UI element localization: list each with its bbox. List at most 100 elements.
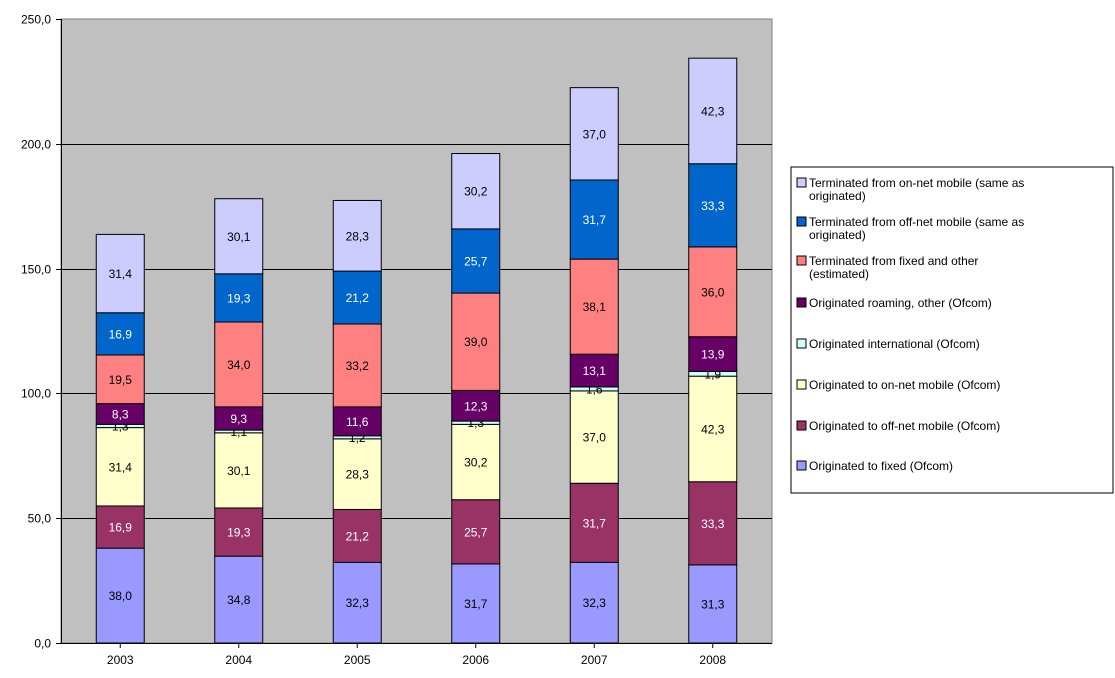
legend-label-line: Originated international (Ofcom): [809, 337, 980, 351]
legend-label: Originated to off-net mobile (Ofcom): [809, 419, 1000, 433]
legend-swatch: [796, 460, 807, 471]
data-label: 32,3: [346, 596, 370, 610]
bar-segment: [688, 57, 738, 165]
data-label: 31,7: [583, 213, 607, 227]
data-label: 12,3: [464, 399, 488, 413]
bar-segment: [95, 547, 145, 644]
x-tick-label: 2007: [581, 653, 608, 667]
bar-segment: [332, 406, 382, 437]
legend-label: Terminated from off-net mobile (same as o…: [809, 215, 1024, 242]
data-label: 30,2: [464, 456, 488, 470]
bar-segment: [332, 270, 382, 325]
legend-label-line: Terminated from on-net mobile (same as: [809, 176, 1024, 190]
bar-segment: [451, 153, 501, 230]
legend-label: Originated international (Ofcom): [809, 337, 980, 351]
data-label: 31,4: [109, 460, 133, 474]
x-tick-label: 2003: [107, 653, 134, 667]
data-label: 28,3: [346, 468, 370, 482]
data-label: 38,1: [583, 300, 607, 314]
y-tick-label: 150,0: [21, 263, 51, 277]
bar-segment: [214, 432, 264, 509]
legend-label: Terminated from fixed and other (estimate…: [809, 254, 978, 281]
x-tick-label: 2008: [699, 653, 726, 667]
data-label: 19,5: [109, 373, 133, 387]
data-label: 33,2: [346, 359, 370, 373]
legend-label-line: Originated to fixed (Ofcom): [809, 459, 953, 473]
x-tick-label: 2005: [344, 653, 371, 667]
data-label: 25,7: [464, 525, 488, 539]
legend-label: Terminated from on-net mobile (same as or…: [809, 176, 1024, 203]
legend-swatch: [796, 420, 807, 431]
bar-segment: [95, 312, 145, 356]
data-label: 30,2: [464, 185, 488, 199]
legend-label-line: (estimated): [809, 267, 869, 281]
y-tick-label: 200,0: [21, 138, 51, 152]
bar-segment: [332, 508, 382, 563]
data-label: 11,6: [346, 415, 369, 429]
y-tick-label: 100,0: [21, 387, 51, 401]
legend-swatch: [796, 255, 807, 266]
data-label: 21,2: [346, 529, 370, 543]
legend-label: Originated roaming, other (Ofcom): [809, 296, 992, 310]
data-label: 8,3: [112, 407, 129, 421]
legend-swatch: [796, 338, 807, 349]
data-label: 34,0: [227, 358, 251, 372]
bar-segment: [451, 423, 501, 501]
data-label: 13,1: [583, 364, 607, 378]
data-label: 16,9: [109, 327, 133, 341]
bar-segment: [214, 321, 264, 408]
data-label: 33,3: [701, 517, 725, 531]
legend-label-line: Terminated from fixed and other: [809, 254, 978, 268]
data-label: 25,7: [464, 254, 488, 268]
data-label: 31,4: [109, 267, 133, 281]
legend-label-line: Terminated from off-net mobile (same as: [809, 215, 1024, 229]
data-label: 32,3: [583, 596, 607, 610]
bar-segment: [688, 246, 738, 338]
legend-label-line: Originated to on-net mobile (Ofcom): [809, 378, 1000, 392]
legend-box: [790, 166, 1114, 494]
data-label: 16,9: [109, 521, 133, 535]
data-label: 9,3: [230, 412, 247, 426]
bar-segment: [451, 389, 501, 422]
data-label: 39,0: [464, 335, 488, 349]
data-label: 42,3: [701, 104, 725, 118]
bar-segment: [569, 258, 619, 355]
data-label: 31,7: [583, 516, 607, 530]
bar-segment: [688, 336, 738, 372]
data-label: 37,0: [583, 431, 607, 445]
data-label: 31,7: [464, 597, 488, 611]
data-label: 28,3: [346, 229, 370, 243]
bar-segment: [214, 273, 264, 323]
bar-segment: [95, 233, 145, 314]
data-label: 19,3: [227, 291, 251, 305]
plot-area: [60, 18, 773, 644]
bar-segment: [569, 561, 619, 644]
data-label: 19,3: [227, 526, 251, 540]
bar-segment: [451, 563, 501, 644]
data-label: 13,9: [701, 348, 725, 362]
data-label: 36,0: [701, 285, 725, 299]
bar-segment: [569, 87, 619, 181]
legend-label-line: Originated to off-net mobile (Ofcom): [809, 419, 1000, 433]
legend-swatch: [796, 216, 807, 227]
bar-segment: [569, 482, 619, 563]
legend-label-line: originated): [809, 189, 866, 203]
legend: Terminated from on-net mobile (same as or…: [790, 166, 1114, 494]
bar-segment: [332, 561, 382, 644]
data-label: 30,1: [227, 464, 251, 478]
legend-label-line: Originated roaming, other (Ofcom): [809, 296, 992, 310]
legend-label: Originated to on-net mobile (Ofcom): [809, 378, 1000, 392]
bar-segment: [332, 199, 382, 272]
bar-segment: [332, 438, 382, 510]
bar-segment: [214, 198, 264, 275]
x-tick-label: 2004: [225, 653, 252, 667]
y-tick-label: 250,0: [21, 13, 51, 27]
data-label: 42,3: [701, 422, 725, 436]
y-tick-label: 0,0: [34, 637, 51, 651]
legend-swatch: [796, 177, 807, 188]
data-label: 21,2: [346, 291, 370, 305]
x-tick-label: 2006: [462, 653, 489, 667]
y-tick-label: 50,0: [28, 512, 52, 526]
